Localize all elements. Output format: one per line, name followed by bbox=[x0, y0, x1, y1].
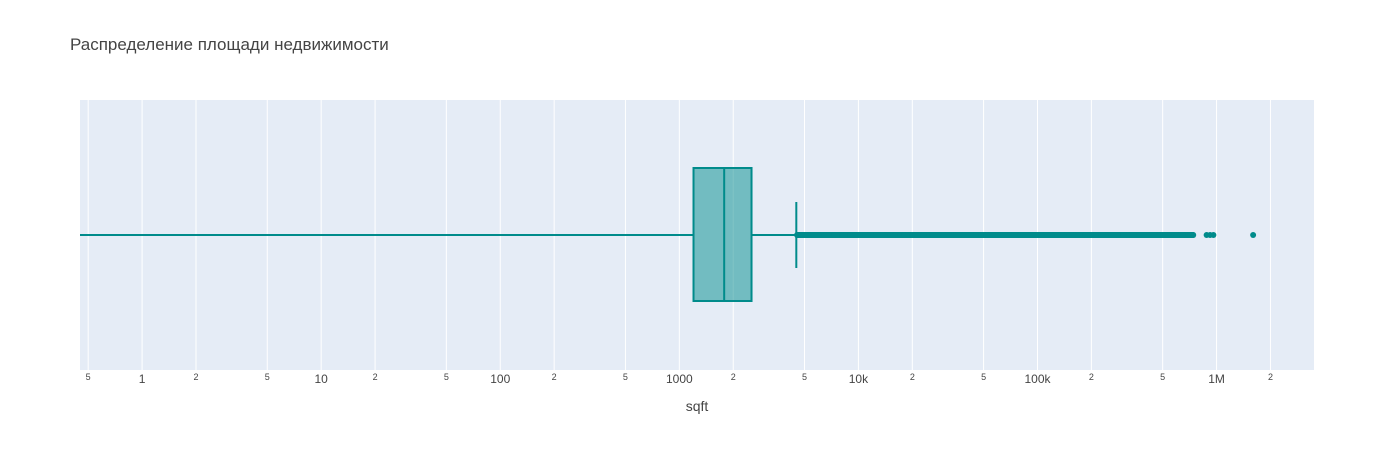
outlier-point bbox=[891, 232, 898, 238]
x-tick-label: 1M bbox=[1208, 372, 1225, 386]
outlier-point bbox=[1102, 232, 1109, 238]
outlier-point bbox=[815, 232, 822, 238]
outlier-point bbox=[1210, 232, 1217, 238]
x-tick-label: 5 bbox=[86, 372, 91, 382]
outlier-point bbox=[1092, 232, 1099, 238]
x-tick-label: 5 bbox=[265, 372, 270, 382]
outlier-point bbox=[1156, 232, 1163, 238]
x-tick-label: 5 bbox=[444, 372, 449, 382]
outlier-point bbox=[830, 232, 837, 238]
x-tick-label: 1000 bbox=[666, 372, 693, 386]
outlier-point bbox=[950, 232, 957, 238]
outlier-point bbox=[808, 232, 815, 238]
outlier-point bbox=[901, 232, 908, 238]
x-tick-label: 2 bbox=[194, 372, 199, 382]
outlier-point bbox=[1006, 232, 1013, 238]
x-tick-label: 10 bbox=[315, 372, 329, 386]
x-tick-label: 5 bbox=[981, 372, 986, 382]
outlier-point bbox=[862, 232, 869, 238]
outlier-point bbox=[1185, 232, 1192, 238]
outlier-point bbox=[1048, 232, 1055, 238]
outlier-point bbox=[972, 232, 979, 238]
x-tick-label: 1 bbox=[139, 372, 146, 386]
x-tick-label: 2 bbox=[731, 372, 736, 382]
outlier-point bbox=[1173, 232, 1180, 238]
outlier-point bbox=[798, 232, 805, 238]
outlier-point bbox=[1124, 232, 1131, 238]
x-tick-label: 100 bbox=[490, 372, 510, 386]
x-tick-label: 5 bbox=[1160, 372, 1165, 382]
x-tick-label: 10k bbox=[849, 372, 869, 386]
x-tick-label: 2 bbox=[1268, 372, 1273, 382]
x-tick-label: 100k bbox=[1024, 372, 1051, 386]
outlier-point bbox=[961, 232, 968, 238]
outlier-point bbox=[1038, 232, 1045, 238]
outlier-point bbox=[1082, 232, 1089, 238]
x-tick-label: 5 bbox=[623, 372, 628, 382]
outlier-point bbox=[839, 232, 846, 238]
outlier-point bbox=[929, 232, 936, 238]
outlier-point bbox=[1060, 232, 1067, 238]
outlier-point bbox=[794, 232, 801, 238]
outlier-point bbox=[1114, 232, 1121, 238]
outlier-point bbox=[881, 232, 888, 238]
x-tick-label: 2 bbox=[373, 372, 378, 382]
outlier-point bbox=[920, 232, 927, 238]
x-tick-label: 2 bbox=[910, 372, 915, 382]
outlier-point bbox=[909, 232, 916, 238]
outlier-point bbox=[872, 232, 879, 238]
outlier-point bbox=[1136, 232, 1143, 238]
outlier-point bbox=[847, 232, 854, 238]
outlier-point bbox=[1250, 232, 1257, 238]
box-plot bbox=[80, 167, 1257, 302]
outlier-point bbox=[1180, 232, 1187, 238]
outlier-point bbox=[1190, 232, 1197, 238]
outlier-point bbox=[940, 232, 947, 238]
outlier-point bbox=[1028, 232, 1035, 238]
x-axis-label: sqft bbox=[686, 398, 709, 414]
outlier-point bbox=[823, 232, 830, 238]
x-tick-label: 5 bbox=[802, 372, 807, 382]
x-axis-ticks: 5 1 2 5 10 2 5 100 2 5 1000 2 5 10k 2 5 100k 2 5 1M 2 bbox=[86, 372, 1273, 386]
outlier-point bbox=[1165, 232, 1172, 238]
chart-title: Распределение площади недвижимости bbox=[70, 35, 389, 54]
outlier-point bbox=[994, 232, 1001, 238]
outlier-point bbox=[1146, 232, 1153, 238]
interquartile-box bbox=[692, 167, 753, 302]
x-tick-label: 2 bbox=[552, 372, 557, 382]
outlier-point bbox=[803, 232, 810, 238]
outlier-point bbox=[983, 232, 990, 238]
x-tick-label: 2 bbox=[1089, 372, 1094, 382]
outlier-point bbox=[855, 232, 862, 238]
outlier-point bbox=[1017, 232, 1024, 238]
outlier-point bbox=[1071, 232, 1078, 238]
